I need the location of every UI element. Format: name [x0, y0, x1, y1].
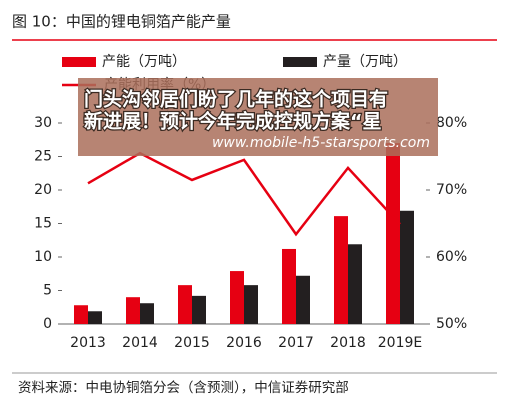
legend-swatch — [283, 57, 317, 67]
y-tick-label: 0 — [43, 316, 52, 332]
y-tick-label: 5 — [43, 283, 52, 299]
x-tick-label: 2016 — [226, 335, 262, 351]
bar — [126, 297, 140, 324]
legend-label: 产能（万吨） — [102, 54, 186, 70]
y2-tick-label: 80% — [436, 115, 467, 131]
x-tick-label: 2018 — [330, 335, 366, 351]
x-tick-label: 2017 — [278, 335, 314, 351]
y-tick-label: 15 — [34, 216, 52, 232]
bar — [74, 305, 88, 324]
y2-tick-label: 70% — [436, 182, 467, 198]
overlay: 门头沟邻居们盼了几年的这个项目有 新进展！预计今年完成控规方案“星 www.mo… — [78, 78, 438, 156]
bar — [140, 303, 154, 324]
chart-title: 图 10：中国的锂电铜箔产能产量 — [12, 13, 231, 31]
y2-tick-label: 60% — [436, 249, 467, 265]
plot: 05101520253050%60%70%80%产能（万吨）产量（万吨）产能利用… — [34, 54, 467, 351]
x-tick-label: 2019E — [378, 335, 422, 351]
x-tick-label: 2013 — [70, 335, 106, 351]
bar — [282, 248, 296, 324]
bar — [192, 295, 206, 324]
bar — [230, 271, 244, 324]
bar — [400, 210, 414, 324]
bar — [178, 285, 192, 324]
overlay-banner — [78, 78, 438, 156]
bar — [334, 216, 348, 324]
bar — [88, 311, 102, 324]
overlay-headline: 新进展！预计今年完成控规方案“星 — [84, 110, 382, 133]
overlay-url: www.mobile-h5-starsports.com — [212, 135, 430, 151]
x-tick-label: 2015 — [174, 335, 210, 351]
y-tick-label: 25 — [34, 149, 52, 165]
line — [87, 151, 401, 237]
y-tick-label: 30 — [34, 115, 52, 131]
bar — [244, 285, 258, 324]
bar — [348, 244, 362, 324]
bar — [296, 275, 310, 324]
legend-label: 产量（万吨） — [323, 54, 407, 70]
y-tick-label: 10 — [34, 249, 52, 265]
bar — [386, 143, 400, 324]
x-tick-label: 2014 — [122, 335, 158, 351]
source: 资料来源：中电协铜箔分会（含预测），中信证券研究部 — [18, 380, 349, 396]
y-tick-label: 20 — [34, 182, 52, 198]
legend-swatch — [62, 57, 96, 67]
y2-tick-label: 50% — [436, 316, 467, 332]
overlay-headline: 门头沟邻居们盼了几年的这个项目有 — [84, 88, 388, 111]
